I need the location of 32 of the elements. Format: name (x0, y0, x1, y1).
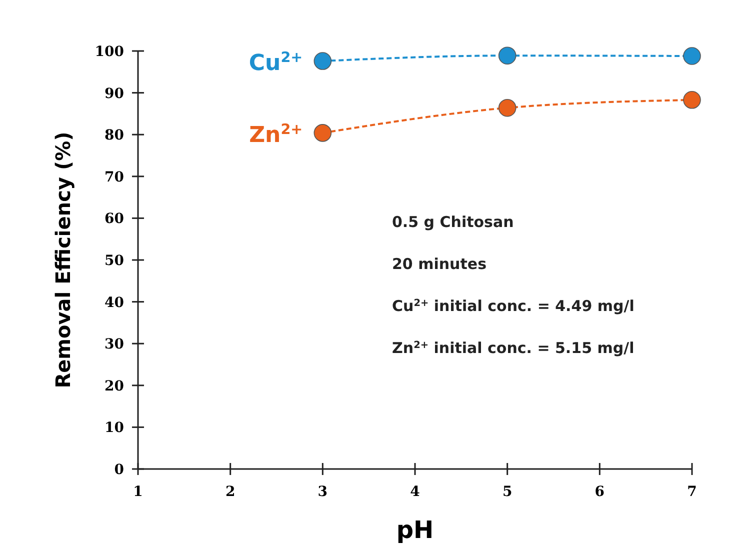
y-tick-label: 50 (104, 253, 124, 269)
annotation: Cu$^{2+}$ initial conc. = 4.49 mg/l (392, 297, 634, 315)
point (683, 91, 701, 109)
series-label: Cu$^{2+}$ (248, 50, 303, 76)
y-tick-label: 80 (104, 128, 124, 144)
y-tick-label: 100 (94, 44, 124, 60)
point (683, 47, 701, 65)
x-tick-label: 4 (410, 484, 420, 500)
y-tick-label: 60 (104, 211, 124, 228)
y-tick-label: 90 (104, 86, 124, 102)
annotation: 0.5 g Chitosan (392, 213, 514, 231)
y-axis-title: Removal Efficiency (%) (51, 132, 75, 388)
point (498, 46, 516, 64)
y-tick-label: 30 (104, 336, 124, 353)
x-tick-label: 7 (687, 484, 697, 500)
series-label: Zn$^{2+}$ (249, 122, 303, 148)
x-tick-label: 2 (225, 484, 236, 500)
x-tick-label: 3 (318, 484, 328, 500)
point (498, 98, 516, 117)
x-tick-label: 6 (594, 484, 605, 500)
x-tick-label: 5 (502, 484, 512, 500)
y-tick-label: 70 (104, 169, 124, 186)
annotation: Zn$^{2+}$ initial conc. = 5.15 mg/l (392, 339, 634, 357)
y-tick-label: 40 (104, 294, 124, 311)
point (314, 124, 332, 142)
y-tick-label: 0 (114, 462, 124, 478)
point (314, 52, 332, 70)
annotation: 20 minutes (392, 255, 487, 273)
x-axis-title: pH (396, 516, 434, 544)
x-tick-label: 1 (133, 484, 143, 500)
y-tick-label: 20 (104, 378, 124, 394)
y-tick-label: 10 (104, 420, 124, 436)
